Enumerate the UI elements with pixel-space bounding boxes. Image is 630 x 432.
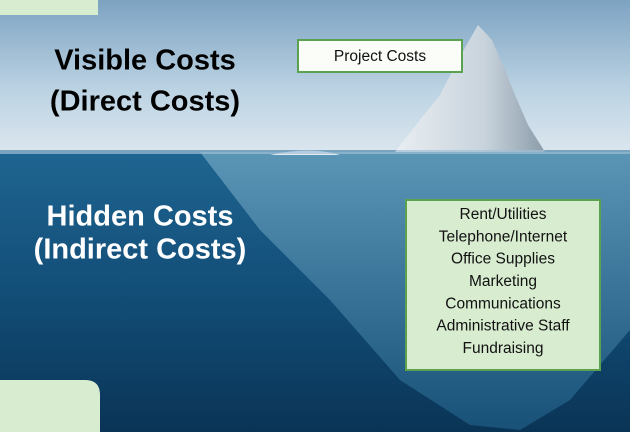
visible-title: Visible Costs <box>54 45 236 77</box>
hidden-item: Telephone/Internet <box>439 228 568 245</box>
iceberg-diagram: Visible Costs (Direct Costs) Project Cos… <box>0 0 630 432</box>
corner-decoration <box>0 380 100 432</box>
hidden-item: Fundraising <box>463 340 544 357</box>
water-line <box>0 150 630 154</box>
visible-item: Project Costs <box>334 48 426 65</box>
hidden-item: Administrative Staff <box>436 318 570 335</box>
hidden-item: Communications <box>445 295 561 312</box>
hidden-title: Hidden Costs <box>47 201 234 233</box>
corner-decoration <box>0 0 98 15</box>
hidden-item: Office Supplies <box>451 251 555 268</box>
hidden-subtitle: (Indirect Costs) <box>34 234 247 266</box>
hidden-item: Marketing <box>469 273 537 290</box>
hidden-item: Rent/Utilities <box>460 206 547 223</box>
visible-subtitle: (Direct Costs) <box>50 86 240 118</box>
